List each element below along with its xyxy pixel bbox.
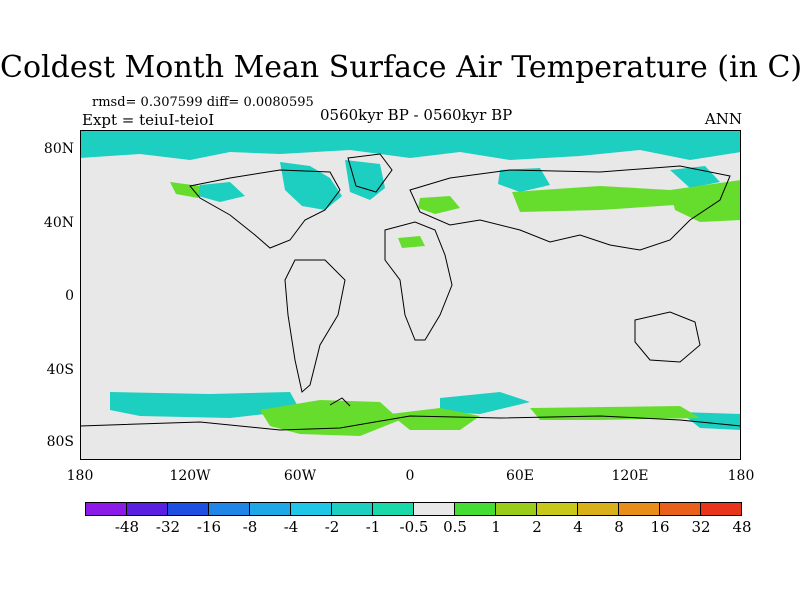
colorbar-swatch — [536, 502, 578, 516]
lon-label-120e: 120E — [611, 468, 649, 484]
lon-label-0: 0 — [405, 468, 415, 484]
antarctic-peninsula-outline — [329, 397, 351, 407]
southern-atlantic-region — [440, 392, 530, 414]
colorbar-label: 8 — [614, 518, 624, 536]
experiment-label: Expt = teiuI-teioI — [82, 111, 215, 129]
colorbar-swatch — [372, 502, 414, 516]
lon-label-120w: 120W — [169, 468, 211, 484]
lon-label-60e: 60E — [505, 468, 535, 484]
north-america-outline — [189, 169, 341, 249]
east-asia-region — [670, 180, 741, 222]
colorbar-swatch — [331, 502, 373, 516]
arctic-region — [80, 130, 741, 160]
colorbar-label: 4 — [573, 518, 583, 536]
colorbar-label: -0.5 — [399, 518, 429, 536]
colorbar-swatch — [577, 502, 619, 516]
australia-outline — [634, 311, 701, 363]
north-africa-region — [398, 236, 425, 248]
period-label: 0560kyr BP - 0560kyr BP — [320, 106, 513, 124]
lat-label-80s: 80S — [46, 434, 74, 450]
central-asia-region — [512, 186, 675, 212]
greenland-outline — [347, 153, 393, 193]
colorbar-swatch — [618, 502, 660, 516]
europe-region — [418, 196, 460, 214]
southern-pacific-region — [110, 392, 300, 418]
colorbar-label: 1 — [491, 518, 501, 536]
colorbar-label: 16 — [650, 518, 670, 536]
alaska-region — [198, 182, 245, 202]
colorbar-swatch — [700, 502, 742, 516]
antarctica-west-region — [260, 400, 400, 436]
colorbar-label: 48 — [732, 518, 752, 536]
north-america-region — [280, 162, 342, 210]
eurasia-outline — [409, 165, 731, 251]
lon-label-180e: 180 — [727, 468, 755, 484]
colorbar-swatch — [454, 502, 496, 516]
lat-label-80n: 80N — [43, 141, 74, 157]
greenland-region — [345, 160, 385, 200]
colorbar-label: -2 — [324, 518, 340, 536]
colorbar-swatch — [208, 502, 250, 516]
lat-label-0: 0 — [65, 288, 74, 304]
colorbar-swatch — [290, 502, 332, 516]
colorbar-label: -48 — [114, 518, 140, 536]
colorbar-label: 32 — [691, 518, 711, 536]
colorbar-label: -32 — [155, 518, 181, 536]
antarctica-outline — [80, 415, 741, 431]
rmsd-diff-stats: rmsd= 0.307599 diff= 0.0080595 — [92, 95, 314, 110]
colorbar-swatch — [167, 502, 209, 516]
lat-label-40s: 40S — [46, 362, 74, 378]
map-frame — [80, 130, 741, 460]
cyan-anomaly-regions — [80, 130, 741, 430]
colorbar-swatch — [126, 502, 168, 516]
antarctica-east-region — [530, 406, 700, 420]
colorbar-swatch — [413, 502, 455, 516]
south-america-outline — [284, 259, 346, 393]
africa-outline — [384, 221, 453, 341]
scandinavia-region — [498, 168, 550, 192]
colorbar-swatch — [249, 502, 291, 516]
map-panel — [80, 130, 741, 460]
colorbar-label: -1 — [365, 518, 381, 536]
colorbar-swatch — [659, 502, 701, 516]
colorbar-label: 2 — [532, 518, 542, 536]
season-label: ANN — [704, 110, 742, 128]
colorbar-label: -16 — [196, 518, 222, 536]
colorbar-swatch — [495, 502, 537, 516]
lon-label-180w: 180 — [66, 468, 94, 484]
lon-label-60w: 60W — [283, 468, 317, 484]
colorbar-label: -4 — [283, 518, 299, 536]
map-title: Coldest Month Mean Surface Air Temperatu… — [0, 50, 800, 85]
colorbar-label: 0.5 — [443, 518, 467, 536]
colorbar — [85, 502, 742, 516]
colorbar-swatch — [85, 502, 127, 516]
lat-label-40n: 40N — [43, 215, 74, 231]
antarctica-central-region — [390, 408, 480, 430]
coastlines — [80, 153, 741, 431]
colorbar-label: -8 — [242, 518, 258, 536]
